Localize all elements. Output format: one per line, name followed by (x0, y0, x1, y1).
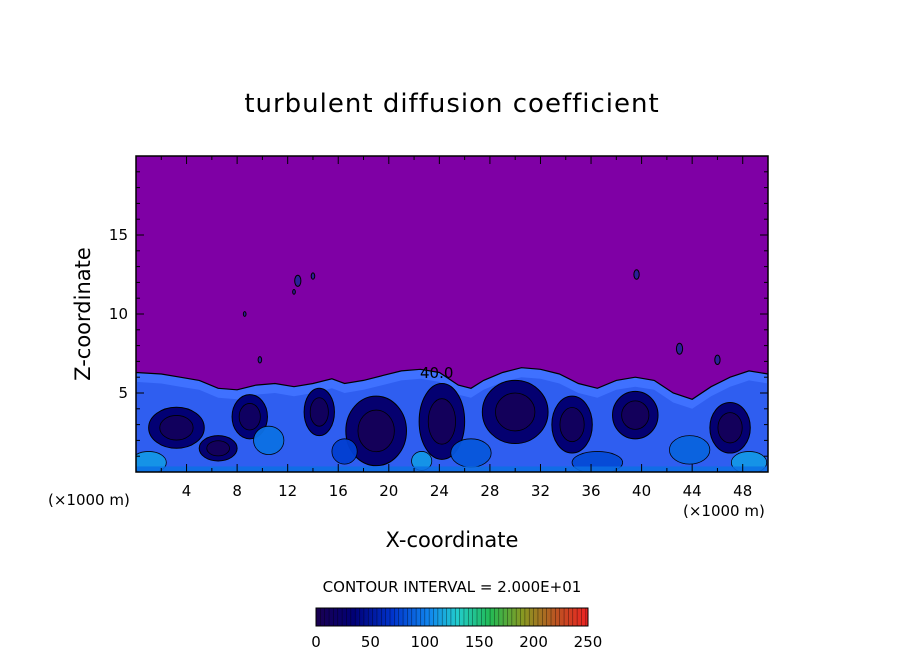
x-tick-label: 12 (278, 482, 297, 500)
low-diffusion-core-inner (238, 403, 261, 431)
low-diffusion-core-inner (309, 397, 329, 427)
y-tick-label: 10 (109, 305, 128, 323)
surface-layer (136, 466, 768, 472)
x-tick-label: 20 (379, 482, 398, 500)
x-tick-label: 48 (733, 482, 752, 500)
x-tick-label: 32 (531, 482, 550, 500)
colorbar-ticks: 0 50 100 150 200 250 (311, 633, 602, 651)
colorbar-contour-lines (315, 608, 587, 626)
y-axis-ticks: 5 10 15 (109, 171, 768, 457)
y-tick-label: 15 (109, 226, 128, 244)
low-diffusion-core-inner (427, 398, 456, 445)
x-tick-label: 8 (232, 482, 242, 500)
high-diffusion-region (331, 438, 358, 465)
low-diffusion-core-inner (559, 407, 585, 443)
isolated-eddy (257, 356, 263, 364)
x-tick-label: 44 (683, 482, 702, 500)
x-axis-unit-right: (×1000 m) (683, 502, 765, 520)
x-axis-ticks: 4 8 12 16 20 24 28 32 36 40 44 48 (160, 156, 752, 500)
x-tick-label: 24 (430, 482, 449, 500)
high-diffusion-region (450, 438, 492, 468)
boundary-layer (136, 367, 768, 472)
high-diffusion-region (669, 435, 711, 465)
colorbar-tick-label: 100 (410, 633, 439, 651)
colorbar-tick-label: 200 (519, 633, 548, 651)
x-tick-label: 36 (581, 482, 600, 500)
isolated-eddy (310, 272, 316, 280)
contour-interval-label: CONTOUR INTERVAL = 2.000E+01 (323, 578, 582, 596)
isolated-eddy (294, 274, 302, 287)
isolated-eddy (633, 269, 640, 280)
x-tick-label: 4 (182, 482, 192, 500)
low-diffusion-core-inner (621, 400, 650, 430)
high-diffusion-region (253, 425, 285, 456)
isolated-eddies (242, 269, 721, 366)
isolated-eddy (714, 354, 721, 366)
colorbar-tick-label: 50 (361, 633, 380, 651)
colorbar (315, 607, 589, 627)
plot-area (136, 156, 768, 472)
low-diffusion-core-inner (357, 409, 395, 453)
x-axis-unit-left: (×1000 m) (48, 491, 130, 509)
x-tick-label: 16 (329, 482, 348, 500)
x-tick-label: 40 (632, 482, 651, 500)
colorbar-tick-label: 150 (465, 633, 494, 651)
y-tick-label: 5 (118, 384, 128, 402)
x-tick-label: 28 (480, 482, 499, 500)
low-diffusion-core-inner (206, 440, 230, 457)
x-axis-label: X-coordinate (386, 528, 519, 552)
contour-value-label: 40.0 (420, 364, 453, 382)
low-diffusion-core-inner (717, 412, 743, 444)
low-diffusion-core-inner (159, 415, 194, 441)
low-diffusion-core-inner (495, 392, 536, 432)
isolated-eddy (675, 342, 684, 355)
y-axis-label: Z-coordinate (71, 247, 95, 381)
isolated-eddy (242, 311, 247, 317)
isolated-eddy (292, 289, 296, 295)
chart-title: turbulent diffusion coefficient (244, 89, 659, 119)
colorbar-tick-label: 250 (574, 633, 603, 651)
colorbar-tick-label: 0 (311, 633, 321, 651)
